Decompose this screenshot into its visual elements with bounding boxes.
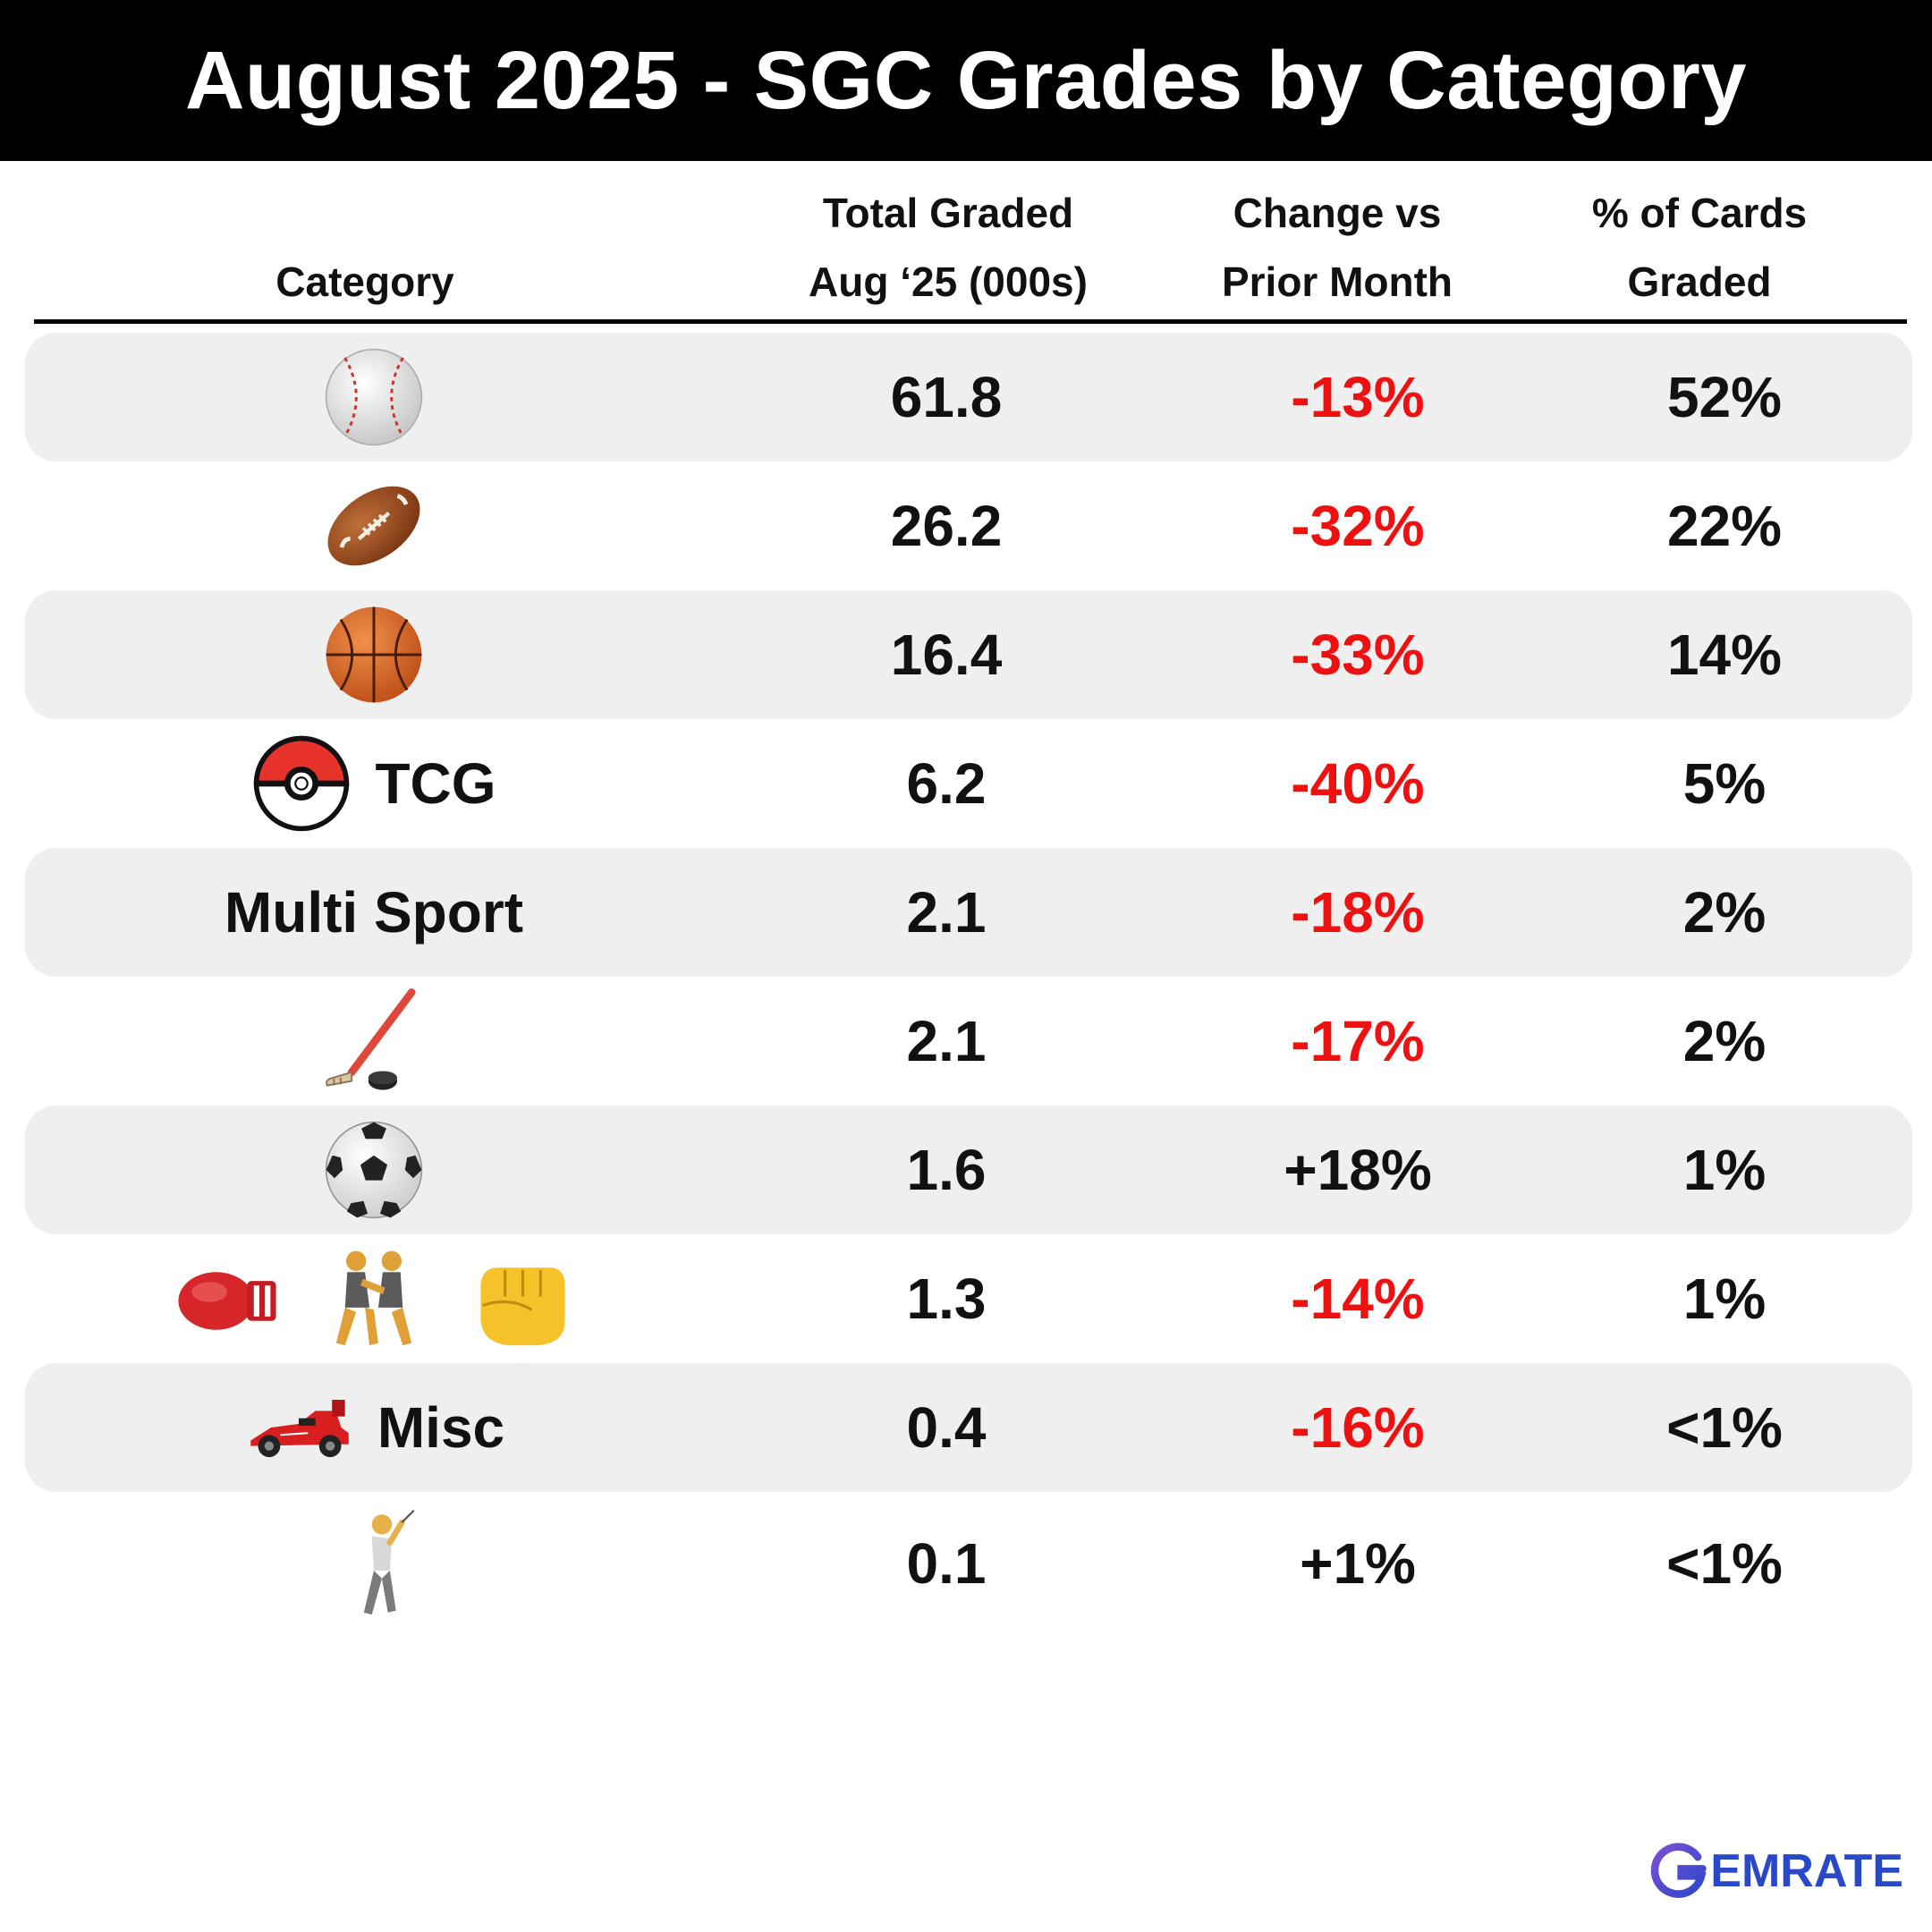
hockey-icon [326, 988, 416, 1090]
gemrate-logo: EMRATE [1649, 1835, 1903, 1907]
pokeball-icon [254, 735, 350, 832]
header-change-line1: Change vs [1233, 190, 1442, 236]
total-value: 61.8 [890, 365, 1003, 429]
total-value: 6.2 [906, 751, 987, 816]
table-row: 16.4 -33% 14% [25, 590, 1912, 719]
pct-value: 1% [1682, 1138, 1767, 1202]
fist-icon [480, 1267, 565, 1346]
pct-value: 1% [1682, 1267, 1767, 1331]
header-rule [34, 319, 1907, 324]
table-row: Multi Sport 2.1 -18% 2% [25, 848, 1912, 977]
pct-value: <1% [1666, 1395, 1783, 1460]
pct-value: 14% [1666, 623, 1783, 687]
change-value: -32% [1291, 494, 1425, 558]
change-value: -17% [1291, 1009, 1425, 1073]
header-pct: % of Cards Graded [1494, 179, 1905, 317]
category-label: Multi Sport [224, 880, 524, 945]
table-row: 26.2 -32% 22% [25, 462, 1912, 590]
header-change-line2: Prior Month [1221, 258, 1453, 305]
football-icon [327, 486, 420, 566]
race-car-icon [250, 1400, 349, 1458]
category-cell [25, 1499, 723, 1628]
header-total-line2: Aug ‘25 (000s) [809, 258, 1088, 305]
category-cell [25, 590, 723, 719]
header-total: Total Graded Aug ‘25 (000s) [733, 179, 1163, 317]
category-cell [25, 462, 723, 590]
total-value: 16.4 [890, 623, 1003, 687]
basketball-icon [326, 606, 422, 703]
category-label: TCG [375, 751, 496, 816]
change-value: -14% [1291, 1267, 1425, 1331]
pct-value: 52% [1666, 365, 1783, 429]
category-cell [25, 1234, 723, 1363]
change-value: +18% [1284, 1138, 1432, 1202]
pct-value: 22% [1666, 494, 1783, 558]
table-row: 2.1 -17% 2% [25, 977, 1912, 1106]
golfer-icon [363, 1509, 415, 1615]
header-change: Change vs Prior Month [1127, 179, 1547, 317]
total-value: 2.1 [906, 1009, 987, 1073]
table-row: 1.3 -14% 1% [25, 1234, 1912, 1363]
header-pct-line1: % of Cards [1591, 190, 1808, 236]
baseball-icon [325, 348, 423, 446]
pct-value: 2% [1682, 1009, 1767, 1073]
total-value: 26.2 [890, 494, 1003, 558]
category-cell [25, 977, 723, 1106]
total-value: 0.1 [906, 1531, 987, 1596]
header-category-label: Category [275, 258, 454, 305]
total-value: 1.3 [906, 1267, 987, 1331]
boxing-glove-icon [178, 1272, 276, 1330]
total-value: 2.1 [906, 880, 987, 945]
title-bar: August 2025 - SGC Grades by Category [0, 0, 1932, 161]
change-value: -18% [1291, 880, 1425, 945]
chart-title: August 2025 - SGC Grades by Category [184, 34, 1748, 126]
total-value: 0.4 [906, 1395, 987, 1460]
header-total-line1: Total Graded [822, 190, 1074, 236]
change-value: -33% [1291, 623, 1425, 687]
category-label: Misc [377, 1395, 505, 1460]
category-cell: TCG [25, 719, 723, 848]
change-value: -40% [1291, 751, 1425, 816]
gemrate-g-mark-icon [1651, 1843, 1707, 1898]
gemrate-logo-text: EMRATE [1710, 1845, 1903, 1897]
table-row: Misc 0.4 -16% <1% [25, 1363, 1912, 1492]
change-value: -16% [1291, 1395, 1425, 1460]
header-category: Category [97, 248, 633, 317]
change-value: -13% [1291, 365, 1425, 429]
pct-value: 2% [1682, 880, 1767, 945]
wrestling-icon [335, 1250, 412, 1346]
soccer-ball-icon [325, 1121, 423, 1219]
pct-value: <1% [1666, 1531, 1783, 1596]
table-row: 0.1 +1% <1% [25, 1499, 1912, 1628]
category-cell [25, 1106, 723, 1234]
table-row: TCG 6.2 -40% 5% [25, 719, 1912, 848]
pct-value: 5% [1682, 751, 1767, 816]
category-cell: Misc [25, 1363, 723, 1492]
table-row: 1.6 +18% 1% [25, 1106, 1912, 1234]
category-cell: Multi Sport [25, 848, 723, 977]
change-value: +1% [1300, 1531, 1416, 1596]
category-cell [25, 333, 723, 462]
table-row: 61.8 -13% 52% [25, 333, 1912, 462]
header-pct-line2: Graded [1627, 258, 1772, 305]
total-value: 1.6 [906, 1138, 987, 1202]
